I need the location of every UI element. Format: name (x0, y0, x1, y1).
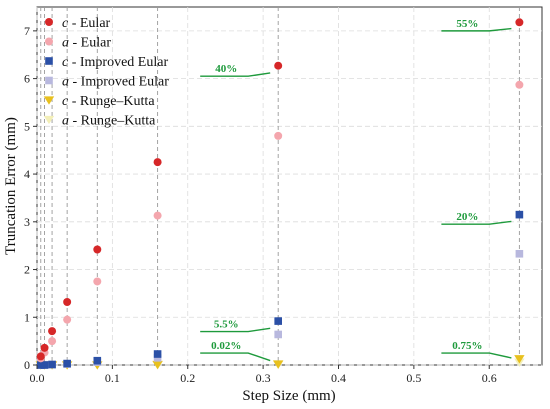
legend-method: - Improved Eular (69, 75, 169, 90)
annotation-label: 20% (456, 211, 478, 223)
x-tick-label: 0.4 (331, 371, 346, 385)
annotation-label: 55% (456, 18, 478, 30)
y-tick-label: 3 (24, 215, 30, 229)
legend-method: - Runge–Kutta (69, 114, 156, 129)
data-point (515, 210, 524, 219)
y-tick-label: 4 (24, 167, 30, 181)
data-point (48, 327, 57, 336)
data-point (93, 245, 102, 254)
data-point (63, 315, 72, 324)
data-point (515, 249, 524, 258)
annotation-leader (200, 72, 271, 77)
legend-variable: c (62, 94, 69, 109)
legend-entry: a - Runge–Kutta (62, 114, 156, 129)
data-point (40, 361, 49, 369)
legend-variable: a (62, 36, 69, 51)
y-tick-label: 7 (24, 24, 30, 38)
y-ticks: 0 1 2 3 4 5 6 7 (24, 24, 37, 372)
y-tick-label: 0 (24, 358, 30, 372)
legend-marker (43, 115, 55, 125)
data-point (153, 350, 162, 358)
annotation-leader (200, 327, 271, 333)
legend-marker (45, 57, 53, 65)
legend-marker (45, 76, 53, 85)
legend-entry: a - Improved Eular (62, 75, 169, 90)
legend-variable: a (62, 75, 69, 90)
grid (36, 7, 542, 366)
legend-method: - Improved Eular (68, 55, 168, 70)
annotation-leader (200, 352, 271, 362)
data-point (93, 277, 102, 286)
annotation-label: 0.02% (211, 340, 241, 352)
data-point (274, 317, 282, 325)
x-tick-label: 0.3 (256, 371, 271, 385)
x-ticks: 0.0 0.1 0.2 0.3 0.4 0.5 0.6 (30, 365, 497, 385)
data-point (153, 158, 162, 167)
annotation-label: 5.5% (214, 319, 239, 331)
annotation-label: 40% (215, 63, 237, 75)
legend-marker (45, 18, 53, 26)
x-tick-label: 0.5 (406, 371, 421, 385)
data-point (515, 80, 524, 89)
legend-method: - Eular (68, 16, 110, 31)
y-tick-label: 1 (24, 310, 30, 324)
annotations: 40% 55% 20% 5.5% 0.02% 0.75% (200, 18, 512, 362)
legend-variable: a (62, 114, 69, 129)
annotation-leader (441, 352, 512, 359)
legend-entry: c - Runge–Kutta (62, 94, 155, 109)
data-point (40, 343, 49, 352)
data-point (63, 297, 72, 306)
y-axis-title: Truncation Error (mm) (3, 117, 19, 255)
data-point (515, 18, 524, 27)
data-point (93, 356, 102, 365)
data-point (153, 211, 162, 220)
data-point (36, 352, 45, 361)
data-point (514, 355, 525, 364)
data-point (152, 360, 163, 370)
y-tick-label: 6 (24, 72, 30, 86)
x-tick-label: 0.6 (482, 371, 497, 385)
legend-variable: c (62, 16, 69, 31)
plot-frame (36, 6, 543, 366)
y-tick-label: 2 (24, 263, 30, 277)
legend-method: - Runge–Kutta (68, 94, 155, 109)
data-point (274, 131, 283, 140)
x-axis-title: Step Size (mm) (242, 388, 335, 404)
data-points (35, 18, 525, 370)
data-point (272, 360, 284, 369)
legend-marker (45, 37, 53, 46)
data-point (274, 330, 282, 339)
data-point (48, 360, 56, 369)
annotation-leader (441, 27, 512, 32)
data-point (274, 61, 283, 70)
annotation-label: 0.75% (452, 340, 482, 352)
legend-variable: c (62, 55, 69, 70)
data-point (153, 354, 162, 362)
data-point (63, 359, 71, 368)
y-tick-label: 5 (24, 119, 30, 133)
x-tick-label: 0.1 (105, 371, 120, 385)
legend-entry: c - Eular (62, 16, 111, 31)
legend-method: - Eular (69, 36, 111, 51)
legend-entry: a - Eular (62, 36, 111, 51)
x-tick-label: 0.2 (180, 371, 195, 385)
x-tick-label: 0.0 (30, 371, 45, 385)
annotation-leader (441, 220, 512, 225)
legend-marker (43, 96, 55, 105)
data-point (48, 337, 57, 346)
legend-entry: c - Improved Eular (62, 55, 168, 70)
